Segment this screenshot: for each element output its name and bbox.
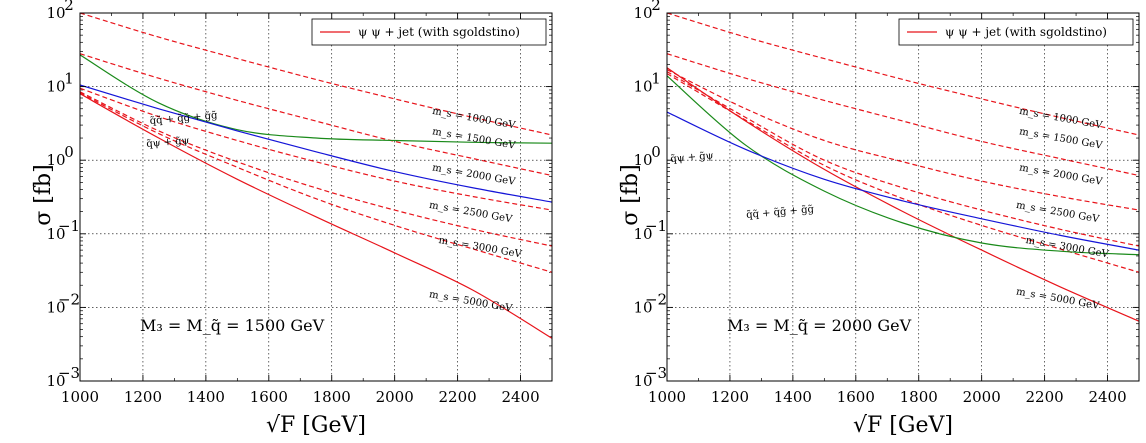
curve-annotation: q̃ψ + g̃ψ [670, 150, 714, 165]
y-tick-label: 10 [46, 298, 65, 316]
y-tick-exponent: 0 [651, 143, 661, 161]
curve-annotation: m_s = 2000 GeV [431, 162, 517, 188]
curve-annotation: q̃q̃ + q̃g̃ + g̃g̃ [149, 110, 218, 127]
y-axis-label: σ [fb] [618, 164, 643, 225]
x-tick-label: 1200 [711, 388, 749, 406]
series-line [80, 53, 552, 177]
x-tick-label: 1800 [313, 388, 351, 406]
x-tick-label: 2200 [439, 388, 477, 406]
series-line [667, 71, 1139, 247]
x-tick-label: 2000 [376, 388, 414, 406]
series-line [667, 67, 1139, 322]
plot-annotation: M₃ = M_q̃ = 2000 GeV [727, 316, 912, 335]
y-tick-exponent: 2 [64, 0, 74, 14]
x-tick-label: 1400 [774, 388, 812, 406]
curve-annotation: m_s = 3000 GeV [1025, 235, 1111, 261]
x-tick-label: 1400 [187, 388, 225, 406]
plot-annotation: M₃ = M_q̃ = 1500 GeV [140, 316, 325, 335]
curve-annotation: m_s = 5000 GeV [428, 289, 514, 315]
series-line [667, 13, 1139, 136]
x-tick-label: 2000 [963, 388, 1001, 406]
y-axis-label: σ [fb] [31, 164, 56, 225]
y-tick-exponent: 1 [651, 70, 661, 88]
y-tick-label: 10 [46, 151, 65, 169]
curve-annotation: q̃q̃ + q̃g̃ + g̃g̃ [746, 204, 815, 221]
x-axis-label: √F [GeV] [266, 413, 366, 438]
x-tick-label: 1000 [61, 388, 99, 406]
y-tick-label: 10 [46, 78, 65, 96]
axes-frame [666, 12, 1140, 382]
y-tick-exponent: −2 [58, 290, 80, 308]
x-tick-label: 2200 [1026, 388, 1064, 406]
legend-label: ψ ψ + jet (with sgoldstino) [945, 25, 1107, 39]
series-line [667, 53, 1139, 177]
y-tick-label: 10 [633, 4, 652, 22]
y-tick-exponent: −3 [58, 364, 80, 382]
x-tick-label: 2400 [501, 388, 539, 406]
curve-annotation: m_s = 1500 GeV [1018, 126, 1104, 152]
y-tick-exponent: 2 [651, 0, 661, 14]
series-line [80, 91, 552, 247]
y-tick-exponent: −1 [645, 217, 667, 235]
x-tick-label: 1000 [648, 388, 686, 406]
curve-annotation: m_s = 1500 GeV [431, 126, 517, 152]
series-line [667, 73, 1139, 273]
series-line [80, 92, 552, 273]
series-group [667, 13, 1139, 322]
x-tick-label: 1600 [837, 388, 875, 406]
series-group [80, 13, 552, 339]
legend-box [898, 18, 1134, 46]
y-tick-exponent: 1 [64, 70, 74, 88]
series-line [80, 84, 552, 203]
x-axis-label: √F [GeV] [853, 413, 953, 438]
y-tick-label: 10 [46, 372, 65, 390]
series-line [80, 13, 552, 136]
y-tick-exponent: −2 [645, 290, 667, 308]
y-tick-exponent: −3 [645, 364, 667, 382]
y-tick-label: 10 [633, 298, 652, 316]
y-tick-exponent: 0 [64, 143, 74, 161]
axes-frame [79, 12, 553, 382]
series-line [667, 75, 1139, 256]
y-tick-label: 10 [633, 78, 652, 96]
series-line [667, 111, 1139, 251]
curve-annotation: m_s = 3000 GeV [438, 235, 524, 261]
y-tick-exponent: −1 [58, 217, 80, 235]
y-tick-label: 10 [46, 4, 65, 22]
x-tick-label: 1200 [124, 388, 162, 406]
curve-annotation: m_s = 2000 GeV [1018, 162, 1104, 188]
y-tick-label: 10 [46, 225, 65, 243]
x-tick-label: 1600 [250, 388, 288, 406]
x-tick-label: 2400 [1088, 388, 1126, 406]
y-tick-label: 10 [633, 372, 652, 390]
series-line [80, 93, 552, 339]
y-tick-label: 10 [633, 151, 652, 169]
curve-annotation: q̃ψ + g̃ψ [146, 135, 190, 150]
series-line [80, 87, 552, 211]
legend-box [311, 18, 547, 46]
curve-annotation: m_s = 5000 GeV [1015, 286, 1101, 312]
legend-label: ψ ψ + jet (with sgoldstino) [358, 25, 520, 39]
x-tick-label: 1800 [900, 388, 938, 406]
y-tick-label: 10 [633, 225, 652, 243]
series-line [80, 54, 552, 144]
